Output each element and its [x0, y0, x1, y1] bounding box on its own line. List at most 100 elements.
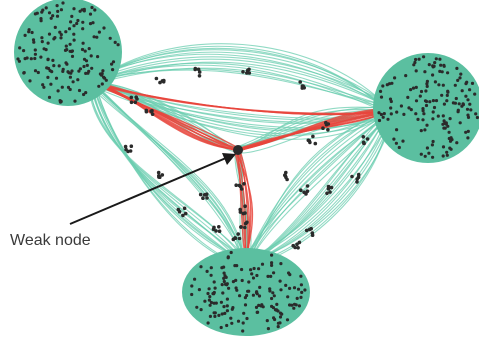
cluster-node-dot: [441, 145, 446, 149]
bridge-node-dot: [133, 100, 138, 105]
cluster-node-dot: [33, 69, 38, 73]
cluster-node-dot: [22, 49, 26, 53]
cluster-node-dot: [28, 79, 32, 83]
bridge-node-dot: [362, 141, 366, 145]
cluster-node-dot: [236, 319, 241, 323]
cluster-node-dot: [59, 8, 64, 12]
bridge-node-dot: [247, 71, 252, 75]
cluster-node-dot: [269, 274, 273, 278]
cluster-node-dot: [431, 117, 435, 121]
cluster-right-blob: [373, 53, 479, 163]
cluster-node-dot: [458, 121, 462, 125]
cluster-node-dot: [39, 17, 43, 21]
cluster-node-dot: [70, 54, 75, 59]
bridge-node-dot: [304, 228, 309, 233]
cluster-node-dot: [399, 104, 403, 108]
bridge-node-dot: [302, 86, 307, 90]
cluster-node-dot: [379, 112, 383, 117]
bridge-node-dot: [329, 185, 334, 190]
cluster-node-dot: [441, 83, 445, 87]
cluster-node-dot: [108, 36, 112, 40]
cluster-node-dot: [442, 64, 446, 68]
cluster-node-dot: [414, 57, 418, 62]
cluster-node-dot: [229, 250, 233, 255]
cluster-node-dot: [72, 32, 76, 36]
cluster-node-dot: [434, 99, 439, 103]
cluster-node-dot: [296, 287, 301, 291]
cluster-node-dot: [33, 56, 37, 61]
normal-edge: [244, 113, 396, 268]
weak-node-edges: [88, 79, 395, 266]
cluster-node-dot: [389, 112, 393, 116]
bridge-node-dot: [124, 147, 128, 152]
cluster-node-dot: [225, 283, 229, 287]
cluster-node-dot: [90, 5, 94, 10]
cluster-node-dot: [55, 4, 59, 8]
normal-edge: [91, 84, 248, 265]
cluster-node-dot: [439, 63, 443, 67]
cluster-node-dot: [95, 35, 99, 39]
bridge-node-dot: [295, 242, 299, 247]
cluster-node-dot: [288, 286, 292, 290]
cluster-node-dot: [69, 20, 73, 24]
cluster-node-dot: [113, 40, 117, 45]
cluster-node-dot: [455, 66, 459, 70]
cluster-node-dot: [266, 274, 270, 278]
normal-edge: [88, 69, 392, 108]
cluster-node-dot: [226, 256, 230, 260]
bridge-node-dot: [129, 100, 134, 105]
bridge-node-dot: [214, 229, 218, 233]
cluster-node-dot: [414, 112, 418, 116]
bridge-node-dot: [324, 120, 328, 125]
bridge-node-dot: [239, 225, 243, 229]
cluster-node-dot: [387, 82, 392, 86]
cluster-node-dot: [245, 293, 249, 298]
cluster-node-dot: [456, 78, 460, 82]
cluster-node-dot: [424, 99, 429, 104]
cluster-node-dot: [47, 32, 52, 36]
cluster-node-dot: [245, 316, 249, 321]
cluster-node-dot: [207, 298, 211, 302]
cluster-node-dot: [42, 85, 46, 89]
arrow-head: [222, 153, 236, 165]
bridge-node-dot: [217, 229, 222, 233]
cluster-node-dot: [252, 266, 256, 271]
cluster-node-dot: [448, 117, 452, 121]
cluster-node-dot: [261, 305, 265, 309]
cluster-node-dot: [97, 84, 101, 88]
bridge-node-dot: [217, 225, 221, 229]
normal-edge: [91, 85, 250, 264]
cluster-node-dot: [393, 76, 397, 80]
bridge-node-dot: [242, 182, 246, 186]
cluster-node-dot: [222, 279, 226, 284]
cluster-node-dot: [73, 99, 77, 103]
bridge-node-dot: [129, 95, 134, 100]
cluster-node-dot: [414, 85, 418, 89]
bridge-node-dot: [144, 108, 149, 113]
cluster-node-dot: [390, 81, 394, 85]
bridge-node-dot: [296, 246, 300, 250]
cluster-node-dot: [82, 92, 86, 97]
bridge-node-dot: [212, 225, 216, 230]
cluster-node-dot: [382, 112, 386, 116]
cluster-node-dot: [377, 118, 382, 123]
cluster-node-dot: [227, 286, 231, 290]
cluster-node-dot: [419, 152, 423, 156]
bridge-node-dot: [313, 141, 318, 146]
cluster-node-dot: [72, 38, 76, 42]
cluster-node-dot: [97, 30, 101, 34]
cluster-node-dot: [402, 112, 406, 116]
cluster-node-dot: [411, 86, 416, 90]
bridge-node-dot: [181, 213, 185, 218]
cluster-node-dot: [53, 25, 57, 29]
cluster-node-dot: [464, 94, 468, 98]
cluster-right: [373, 53, 479, 163]
cluster-node-dot: [271, 291, 275, 295]
cluster-node-dot: [258, 285, 262, 289]
cluster-node-dot: [425, 82, 429, 86]
cluster-node-dot: [431, 155, 435, 159]
cluster-node-dot: [454, 96, 458, 101]
cluster-node-dot: [75, 21, 79, 26]
cluster-node-dot: [91, 21, 95, 25]
